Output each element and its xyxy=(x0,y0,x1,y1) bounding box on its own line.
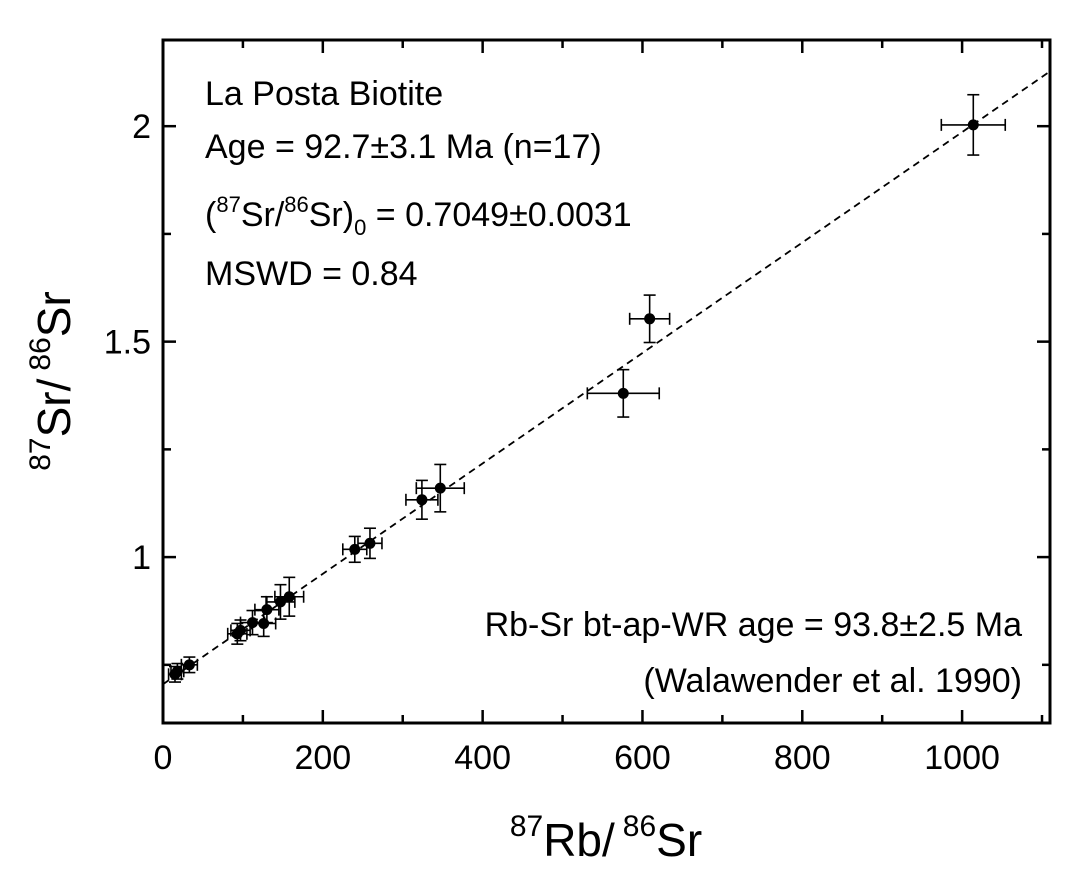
y-tick-label: 2 xyxy=(132,108,151,146)
data-point xyxy=(617,387,629,399)
data-point xyxy=(261,604,273,616)
data-point-group xyxy=(357,527,383,560)
data-point xyxy=(274,596,286,608)
x-tick-label: 800 xyxy=(774,739,831,777)
axis-ticks xyxy=(161,40,1050,723)
data-point-group xyxy=(586,368,661,418)
annotation-reference-citation: (Walawender et al. 1990) xyxy=(643,662,1022,700)
annotation-reference-age: Rb-Sr bt-ap-WR age = 93.8±2.5 Ma xyxy=(485,606,1022,644)
annotation-initial-ratio: (87Sr/86Sr)0 = 0.7049±0.0031 xyxy=(205,192,632,240)
y-axis-label: 87Sr/86Sr xyxy=(24,291,80,471)
x-tick-label: 200 xyxy=(294,739,351,777)
axis-tick-labels: 0 200 400 600 800 1000 1 1.5 2 xyxy=(104,108,1000,777)
data-point xyxy=(644,313,656,325)
data-point xyxy=(434,482,446,494)
data-point xyxy=(171,665,183,677)
data-point-group xyxy=(180,656,199,674)
data-point xyxy=(364,537,376,549)
data-marks xyxy=(163,70,1050,686)
data-point xyxy=(183,659,195,671)
x-tick-label: 0 xyxy=(154,739,173,777)
y-tick-label: 1.5 xyxy=(104,324,151,362)
data-point-group xyxy=(170,662,185,680)
data-point xyxy=(967,119,979,131)
data-point xyxy=(416,494,428,506)
data-point xyxy=(283,591,295,603)
plot-frame xyxy=(161,38,1052,725)
data-point-group xyxy=(415,463,466,513)
annotation-sample-name: La Posta Biotite xyxy=(205,75,443,113)
x-axis-label: 87Rb/86Sr xyxy=(510,810,702,866)
y-tick-label: 1 xyxy=(132,539,151,577)
annotation-age: Age = 92.7±3.1 Ma (n=17) xyxy=(205,128,602,166)
data-point xyxy=(235,624,247,636)
annotation-mswd: MSWD = 0.84 xyxy=(205,255,418,293)
x-tick-label: 400 xyxy=(454,739,511,777)
data-point-group xyxy=(274,576,305,617)
x-tick-label: 600 xyxy=(614,739,671,777)
data-point-group xyxy=(940,93,1007,156)
data-point-group xyxy=(628,294,671,344)
data-point-group xyxy=(405,479,439,520)
x-tick-label: 1000 xyxy=(924,739,1000,777)
